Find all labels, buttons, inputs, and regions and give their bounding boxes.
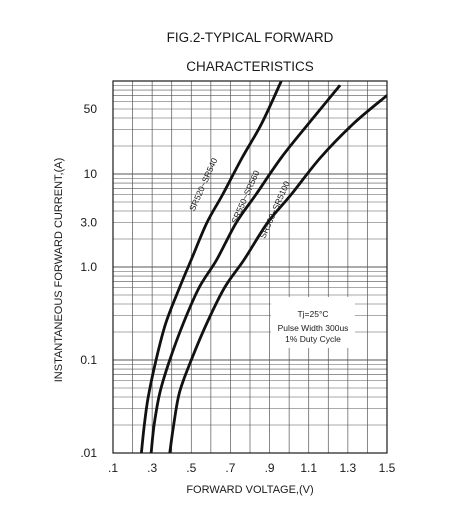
y-tick-label: .01 [80, 446, 97, 460]
y-tick-label: 0.1 [80, 353, 97, 367]
chart-subtitle: CHARACTERISTICS [186, 59, 314, 74]
plot-frame [112, 80, 388, 454]
series-curve-3 [168, 94, 387, 453]
x-tick-label: .7 [225, 461, 235, 475]
x-axis-label: FORWARD VOLTAGE,(V) [186, 484, 313, 496]
annotation-line: Tj=25°C [297, 309, 328, 319]
series-curve-1 [139, 81, 283, 453]
y-tick-label: 1.0 [80, 260, 97, 274]
annotation-line: 1% Duty Cycle [285, 334, 341, 344]
x-tick-label: 1.3 [340, 461, 357, 475]
x-tick-label: .3 [147, 461, 157, 475]
x-tick-label: .5 [186, 461, 196, 475]
grid [112, 81, 388, 454]
y-axis-label: INSTANTANEOUS FORWARD CURRENT,(A) [53, 158, 65, 383]
y-tick-labels: 50 10 3.0 1.0 0.1 .01 [80, 102, 97, 460]
x-tick-labels: .1 .3 .5 .7 .9 1.1 1.3 1.5 [108, 461, 396, 475]
annotation-line: Pulse Width 300us [278, 323, 349, 333]
x-tick-label: .9 [265, 461, 275, 475]
series-label-2: SR550~SR560 [229, 169, 261, 225]
x-tick-label: 1.5 [379, 461, 396, 475]
series-curve-2 [149, 84, 342, 453]
series-label-1: SR520~SR540 [187, 156, 219, 212]
y-tick-label: 50 [84, 102, 98, 116]
annotation-background [271, 297, 355, 348]
curves [139, 81, 387, 453]
x-tick-label: .1 [108, 461, 118, 475]
y-tick-label: 10 [84, 167, 98, 181]
y-tick-label: 3.0 [80, 216, 97, 230]
chart-title: FIG.2-TYPICAL FORWARD [166, 30, 334, 45]
x-tick-label: 1.1 [300, 461, 317, 475]
